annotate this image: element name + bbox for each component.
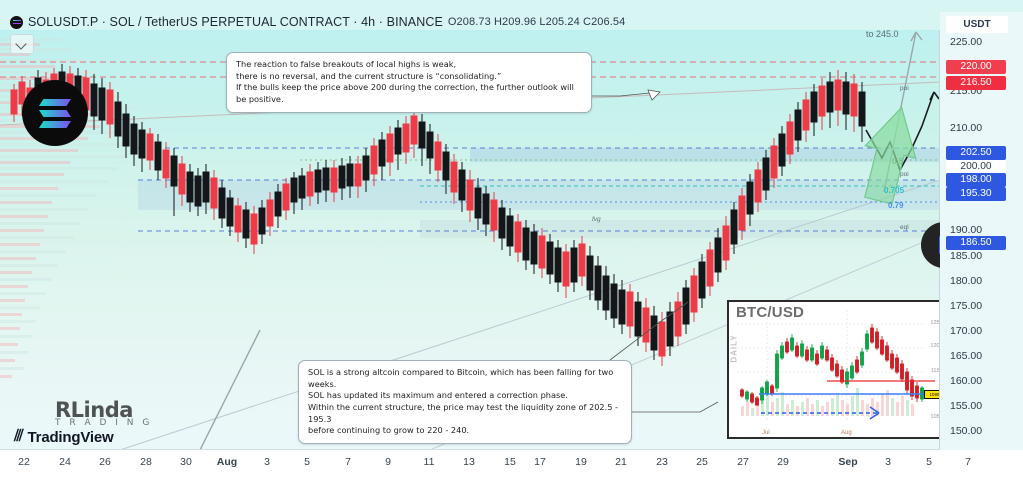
price-tick: 210.00	[950, 122, 983, 134]
time-tick: 22	[18, 456, 30, 468]
time-tick: 19	[575, 456, 587, 468]
time-tick: 11	[423, 456, 435, 468]
time-tick: 25	[696, 456, 708, 468]
price-label-200[interactable]: 200.00	[946, 160, 1006, 174]
ohlc-values: O208.73 H209.96 L205.24 C206.54	[447, 16, 626, 28]
price-tick: 180.00	[950, 275, 983, 287]
inset-time-tick: Jul	[762, 430, 770, 436]
time-tick: 5	[304, 456, 310, 468]
tradingview-mark: ⫻	[14, 428, 23, 445]
rlinda-watermark: RLinda T R A D I N G	[55, 398, 152, 428]
fib-label-0-79: 0.79	[888, 201, 904, 210]
price-tick: 160.00	[950, 375, 983, 387]
time-tick: 27	[737, 456, 749, 468]
fib-label-0-5: 0.5	[892, 157, 904, 166]
price-tick: 170.00	[950, 325, 983, 337]
solana-logo	[22, 80, 88, 146]
chart-canvas	[0, 31, 940, 450]
annotation-bottom[interactable]: SOL is a strong altcoin compared to Bitc…	[298, 360, 632, 444]
price-label-216[interactable]: 216.50	[946, 76, 1006, 90]
time-tick: 3	[885, 456, 891, 468]
time-tick: 26	[99, 456, 111, 468]
inset-canvas	[737, 310, 935, 420]
price-tick: 175.00	[950, 300, 983, 312]
time-tick-month: Sep	[838, 456, 858, 468]
level-tag-eql: eql	[900, 224, 909, 231]
bullish-arrow-icon	[864, 106, 917, 205]
tradingview-logo: ⫻ TradingView	[14, 428, 114, 446]
trend-arrow-gray-2	[199, 329, 261, 450]
currency-label: USDT	[946, 16, 1008, 33]
inset-title: BTC/USD	[736, 304, 805, 321]
watermark-tagline: T R A D I N G	[55, 418, 153, 428]
price-label-198[interactable]: 198.00	[946, 173, 1006, 187]
price-tick: 155.00	[950, 400, 983, 412]
time-tick: 5	[926, 456, 932, 468]
solana-coin-icon	[10, 15, 23, 29]
chevron-down-icon[interactable]	[10, 34, 34, 54]
time-tick: 21	[615, 456, 627, 468]
price-label-195[interactable]: 195.30	[946, 187, 1006, 201]
time-tick: 7	[965, 456, 971, 468]
price-tick: 150.00	[950, 425, 983, 437]
price-tick: 225.00	[950, 36, 983, 48]
time-tick: 24	[59, 456, 71, 468]
projection-arrow-black	[929, 91, 940, 101]
price-tick: 185.00	[950, 250, 983, 262]
price-label-poi-220[interactable]: 220.00	[946, 60, 1006, 74]
chart-header: SOLUSDT.P · SOL / TetherUS PERPETUAL CON…	[0, 12, 625, 32]
time-tick: 30	[180, 456, 192, 468]
watermark-brand: RLinda	[55, 398, 133, 422]
time-axis[interactable]: 22 24 26 28 30 Aug 3 5 7 9 11 13 15 17 1…	[0, 450, 1023, 480]
time-tick: 13	[463, 456, 475, 468]
time-tick: 15	[504, 456, 516, 468]
price-tick: 165.00	[950, 350, 983, 362]
btc-inset-chart[interactable]: BTC/USD DAILY 125000 120000 115000 11000…	[727, 300, 953, 439]
time-tick: 7	[345, 456, 351, 468]
level-tag-poi-220: poi	[900, 85, 909, 92]
target-label: to 245.0	[866, 29, 899, 39]
inset-trend-arrow	[761, 406, 880, 420]
price-label-eql-186[interactable]: 186.50	[946, 236, 1006, 250]
liquidity-zone-upper	[138, 180, 940, 210]
time-axis-divider	[0, 449, 1023, 450]
level-tag-fvg: fvg	[592, 216, 601, 223]
time-tick: 9	[385, 456, 391, 468]
level-tag-poi-202: poi	[900, 171, 909, 178]
fib-label-0-705: 0.705	[884, 186, 905, 195]
time-tick: 23	[656, 456, 668, 468]
price-label-poi-202[interactable]: 202.50	[946, 146, 1006, 160]
inset-interval-label: DAILY	[729, 334, 739, 363]
time-tick-month: Aug	[216, 456, 238, 468]
inset-time-tick: Aug	[841, 430, 852, 436]
time-tick: 3	[264, 456, 270, 468]
symbol-title[interactable]: SOLUSDT.P · SOL / TetherUS PERPETUAL CON…	[28, 15, 443, 29]
channel-lower	[119, 179, 940, 450]
price-tick: 190.00	[950, 224, 983, 236]
time-tick: 28	[140, 456, 152, 468]
time-tick: 17	[534, 456, 546, 468]
annotation-top[interactable]: The reaction to false breakouts of local…	[226, 52, 592, 113]
liquidity-zone-poi	[470, 148, 940, 162]
price-axis[interactable]: USDT 225.00 215.00 210.00 205.00 190.00 …	[884, 12, 1023, 462]
eq-zone	[420, 220, 940, 238]
tradingview-name: TradingView	[27, 428, 114, 446]
time-tick: 29	[777, 456, 789, 468]
